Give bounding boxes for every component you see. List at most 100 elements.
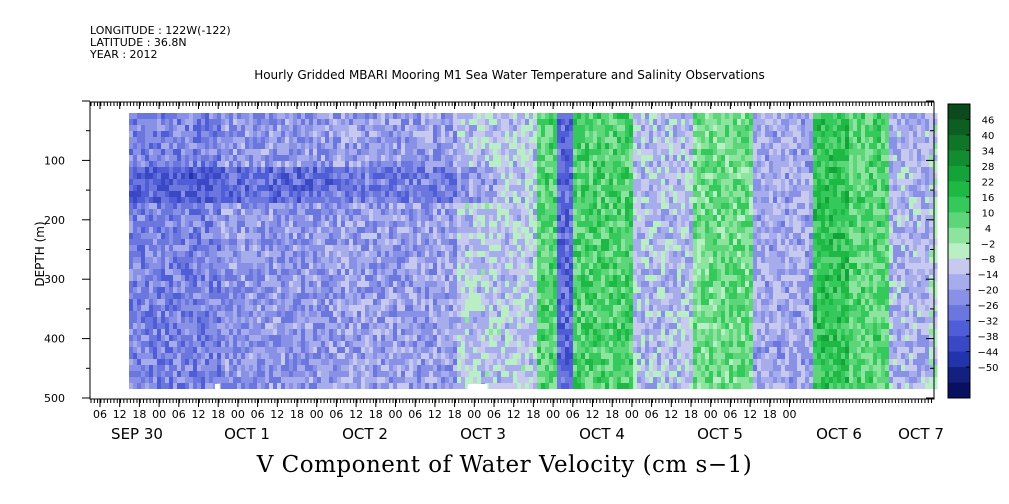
heatmap-cell	[241, 281, 246, 288]
heatmap-cell	[509, 245, 514, 252]
heatmap-cell	[529, 323, 534, 330]
heatmap-cell	[521, 227, 526, 234]
heatmap-cell	[173, 131, 178, 138]
heatmap-cell	[433, 371, 438, 378]
heatmap-cell	[169, 251, 174, 258]
heatmap-cell	[145, 293, 150, 300]
heatmap-cell	[133, 299, 138, 306]
heatmap-cell	[497, 383, 502, 390]
heatmap-cell	[357, 245, 362, 252]
heatmap-cell	[493, 323, 498, 330]
heatmap-cell	[561, 257, 566, 264]
heatmap-cell	[249, 161, 254, 168]
heatmap-cell	[437, 323, 442, 330]
heatmap-cell	[537, 257, 542, 264]
heatmap-cell	[469, 251, 474, 258]
heatmap-cell	[401, 293, 406, 300]
heatmap-cell	[537, 221, 542, 228]
heatmap-cell	[281, 203, 286, 210]
heatmap-cell	[549, 245, 554, 252]
heatmap-cell	[497, 323, 502, 330]
heatmap-cell	[193, 359, 198, 366]
heatmap-cell	[337, 299, 342, 306]
heatmap-cell	[177, 371, 182, 378]
heatmap-cell	[129, 167, 134, 174]
heatmap-cell	[305, 221, 310, 228]
heatmap-cell	[205, 317, 210, 324]
heatmap-cell	[557, 113, 562, 120]
heatmap-cell	[297, 155, 302, 162]
heatmap-cell	[385, 293, 390, 300]
heatmap-cell	[405, 221, 410, 228]
heatmap-cell	[137, 329, 142, 336]
heatmap-cell	[381, 233, 386, 240]
heatmap-cell	[561, 161, 566, 168]
heatmap-cell	[477, 245, 482, 252]
heatmap-cell	[421, 353, 426, 360]
heatmap-cell	[361, 311, 366, 318]
heatmap-cell	[361, 185, 366, 192]
heatmap-cell	[353, 233, 358, 240]
heatmap-cell	[197, 233, 202, 240]
heatmap-cell	[229, 161, 234, 168]
heatmap-cell	[309, 257, 314, 264]
heatmap-cell	[241, 377, 246, 384]
heatmap-cell	[149, 149, 154, 156]
heatmap-cell	[185, 125, 190, 132]
heatmap-cell	[561, 125, 566, 132]
heatmap-cell	[505, 353, 510, 360]
heatmap-cell	[261, 275, 266, 282]
heatmap-cell	[385, 239, 390, 246]
heatmap-cell	[305, 149, 310, 156]
heatmap-cell	[301, 371, 306, 378]
heatmap-cell	[453, 113, 458, 120]
heatmap-cell	[409, 323, 414, 330]
heatmap-cell	[325, 161, 330, 168]
heatmap-cell	[245, 311, 250, 318]
heatmap-cell	[241, 305, 246, 312]
heatmap-cell	[433, 221, 438, 228]
heatmap-cell	[561, 167, 566, 174]
heatmap-cell	[473, 119, 478, 126]
heatmap-cell	[165, 179, 170, 186]
heatmap-cell	[293, 191, 298, 198]
heatmap-cell	[257, 263, 262, 270]
heatmap-cell	[545, 347, 550, 354]
heatmap-cell	[529, 299, 534, 306]
heatmap-cell	[221, 239, 226, 246]
heatmap-cell	[529, 263, 534, 270]
heatmap-cell	[141, 281, 146, 288]
heatmap-cell	[373, 383, 378, 390]
heatmap-cell	[485, 203, 490, 210]
heatmap-cell	[449, 377, 454, 384]
heatmap-cell	[257, 155, 262, 162]
heatmap-cell	[549, 119, 554, 126]
heatmap-cell	[357, 119, 362, 126]
heatmap-cell	[253, 311, 258, 318]
heatmap-cell	[385, 347, 390, 354]
heatmap-cell	[317, 365, 322, 372]
heatmap-cell	[505, 257, 510, 264]
heatmap-cell	[357, 227, 362, 234]
heatmap-cell	[433, 365, 438, 372]
heatmap-cell	[477, 203, 482, 210]
heatmap-cell	[313, 149, 318, 156]
heatmap-cell	[473, 155, 478, 162]
heatmap-cell	[225, 383, 230, 390]
heatmap-cell	[549, 293, 554, 300]
heatmap-cell	[525, 305, 530, 312]
heatmap-cell	[305, 353, 310, 360]
heatmap-cell	[137, 173, 142, 180]
heatmap-cell	[429, 323, 434, 330]
heatmap-cell	[305, 125, 310, 132]
heatmap-cell	[449, 191, 454, 198]
heatmap-cell	[489, 365, 494, 372]
heatmap-cell	[545, 353, 550, 360]
heatmap-cell	[449, 227, 454, 234]
heatmap-cell	[225, 167, 230, 174]
heatmap-cell	[361, 203, 366, 210]
heatmap-cell	[209, 275, 214, 282]
heatmap-cell	[161, 149, 166, 156]
heatmap-cell	[449, 155, 454, 162]
heatmap-cell	[369, 245, 374, 252]
